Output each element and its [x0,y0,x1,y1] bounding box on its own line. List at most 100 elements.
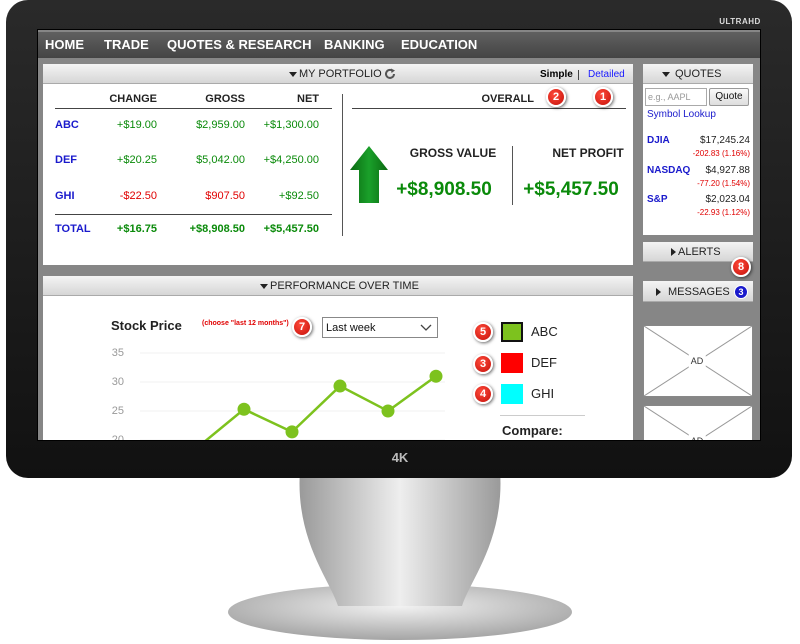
ad-label: AD [688,433,706,440]
range-select[interactable] [322,317,438,338]
cell: +$19.00 [116,119,157,131]
legend-swatch[interactable] [501,384,523,404]
column-header: CHANGE [109,93,157,105]
cell: $907.50 [205,190,245,202]
metric-label: GROSS VALUE [409,146,497,160]
index-price: $17,245.24 [699,135,750,146]
stand-arm [299,470,501,606]
symbol-input[interactable] [645,88,707,106]
callout-number: 4 [479,388,487,400]
view-toggle[interactable]: Detailed [588,69,625,80]
input-placeholder[interactable]: e.g., AAPL [648,92,691,102]
nav-item[interactable]: TRADE [104,37,149,52]
index-change: -22.93 (1.12%) [697,208,750,217]
overall-rule [352,108,626,109]
nav-item[interactable]: QUOTES & RESEARCH [167,37,312,52]
legend-swatch[interactable] [501,353,523,373]
callout-number: 5 [479,326,487,338]
index-change: -202.83 (1.16%) [692,149,750,158]
panel-title: MY PORTFOLIO [299,68,382,80]
column-header: GROSS [205,93,245,105]
cell: +$5,457.50 [263,223,319,235]
callout-number: 1 [599,91,607,103]
cell: +$4,250.00 [263,154,319,166]
ad-label: AD [688,353,706,369]
index-price: $4,927.88 [705,164,751,176]
caret [656,288,661,296]
divider [342,94,343,236]
button-label[interactable]: MESSAGES [668,286,730,298]
legend-label[interactable]: ABC [531,324,558,339]
callout-number: 3 [479,358,487,370]
select-value[interactable]: Last week [326,322,376,334]
nav-item[interactable]: BANKING [324,37,385,52]
brand-label: ULTRAHD [719,17,761,26]
index-name: NASDAQ [647,164,691,176]
caret [662,72,670,77]
refresh-icon[interactable] [384,68,396,80]
legend-label[interactable]: GHI [531,386,555,401]
view-toggle[interactable]: Simple [540,69,573,80]
cell: $2,959.00 [196,119,245,131]
index-price: $2,023.04 [705,194,751,205]
panel-title: QUOTES [675,68,722,80]
alerts-button[interactable] [643,242,753,262]
metric-label: NET PROFIT [552,146,624,160]
message-count [734,285,748,299]
button-label[interactable]: ALERTS [678,246,721,258]
callout-badge [292,317,312,337]
button-label[interactable]: Quote [715,91,743,102]
up-arrow [350,146,388,203]
messages-button[interactable] [643,281,753,302]
resolution-label: 4K [391,450,409,465]
row-label: TOTAL [55,223,91,235]
cell: +$8,908.50 [189,223,245,235]
panel-title: PERFORMANCE OVER TIME [270,280,419,292]
chart-title: Stock Price [111,318,182,333]
divider [512,146,513,205]
quote-button[interactable] [709,88,749,106]
index-name: S&P [647,194,668,205]
callout-badge [546,87,566,107]
portfolio-header [43,64,633,84]
caret [260,284,268,289]
cell: +$1,300.00 [263,119,319,131]
table-rule [55,214,332,215]
legend-label[interactable]: DEF [531,355,557,370]
screen: HOME TRADE QUOTES & RESEARCH BANKING EDUCATI… [38,30,760,440]
row-label: ABC [55,119,79,131]
quotes-header [643,64,753,84]
nav-item[interactable]: HOME [45,37,84,52]
column-header: NET [297,93,319,105]
nav-item[interactable]: EDUCATION [401,37,478,52]
callout-badge [473,384,493,404]
metric-value: +$8,908.50 [396,179,492,200]
callout-number: 8 [737,261,745,273]
nav-bar [38,32,760,58]
performance-header [43,276,633,296]
callout-number: 7 [298,321,306,333]
stand-base [228,584,572,640]
view-separator [578,70,579,80]
compare-label: Compare: [502,423,563,438]
row-label: DEF [55,154,77,166]
portfolio-panel [43,64,633,265]
callout-badge [473,354,493,374]
callout-badge [473,322,493,342]
caret [289,72,297,77]
caret [671,248,676,256]
metric-value: +$5,457.50 [523,179,619,200]
index-name: DJIA [647,135,670,146]
legend-rule [500,415,585,416]
callout-badge [731,257,751,277]
cell: $5,042.00 [196,154,245,166]
index-change: -77.20 (1.54%) [697,178,750,188]
message-count-label: 3 [738,287,744,297]
legend-swatch[interactable] [501,322,523,342]
table-rule [55,108,332,109]
link[interactable]: Symbol Lookup [647,109,716,120]
callout-number: 2 [552,91,560,103]
cell: +$92.50 [278,190,319,202]
cell: -$22.50 [119,190,157,202]
